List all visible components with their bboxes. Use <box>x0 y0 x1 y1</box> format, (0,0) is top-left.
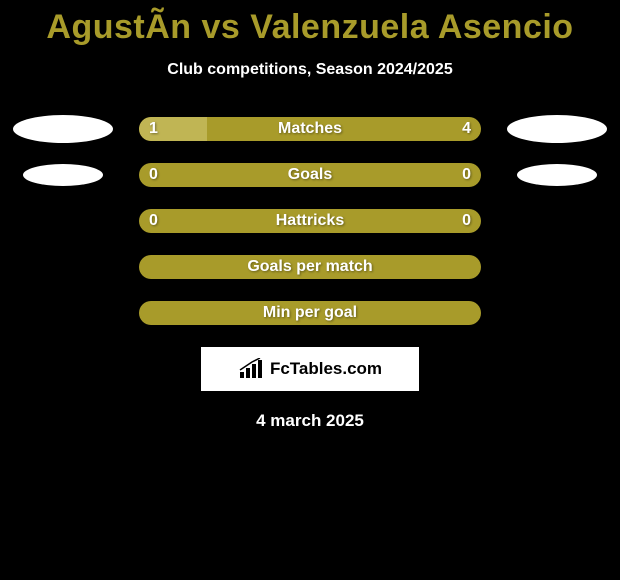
player-right-oval <box>517 164 597 186</box>
stat-label: Min per goal <box>263 304 357 322</box>
bar-chart-icon <box>238 358 266 380</box>
stat-bar-matches: 1 Matches 4 <box>139 117 481 141</box>
stat-right-value: 4 <box>462 120 471 138</box>
page-title: AgustÃ­n vs Valenzuela Asencio <box>0 0 620 47</box>
stat-row-goals-per-match: Goals per match <box>0 255 620 279</box>
stat-row-hattricks: 0 Hattricks 0 <box>0 209 620 233</box>
player-right-oval <box>507 115 607 143</box>
stat-label: Matches <box>278 120 342 138</box>
stat-bar-hattricks: 0 Hattricks 0 <box>139 209 481 233</box>
stat-left-value: 0 <box>149 212 158 230</box>
subtitle: Club competitions, Season 2024/2025 <box>0 61 620 79</box>
stat-bar-goals-per-match: Goals per match <box>139 255 481 279</box>
stat-left-value: 0 <box>149 166 158 184</box>
player-left-oval <box>23 164 103 186</box>
stat-row-min-per-goal: Min per goal <box>0 301 620 325</box>
brand-box[interactable]: FcTables.com <box>201 347 419 391</box>
stat-right-value: 0 <box>462 212 471 230</box>
stat-label: Goals per match <box>247 258 372 276</box>
player-left-oval <box>13 115 113 143</box>
stat-label: Goals <box>288 166 332 184</box>
comparison-card: AgustÃ­n vs Valenzuela Asencio Club comp… <box>0 0 620 580</box>
brand-name: FcTables.com <box>270 359 382 379</box>
stat-right-value: 0 <box>462 166 471 184</box>
stat-bar-min-per-goal: Min per goal <box>139 301 481 325</box>
date-label: 4 march 2025 <box>0 411 620 431</box>
stat-left-value: 1 <box>149 120 158 138</box>
stats-section: 1 Matches 4 0 Goals 0 0 Hattricks 0 <box>0 117 620 325</box>
stat-label: Hattricks <box>276 212 344 230</box>
stat-bar-goals: 0 Goals 0 <box>139 163 481 187</box>
stat-row-goals: 0 Goals 0 <box>0 163 620 187</box>
stat-row-matches: 1 Matches 4 <box>0 117 620 141</box>
